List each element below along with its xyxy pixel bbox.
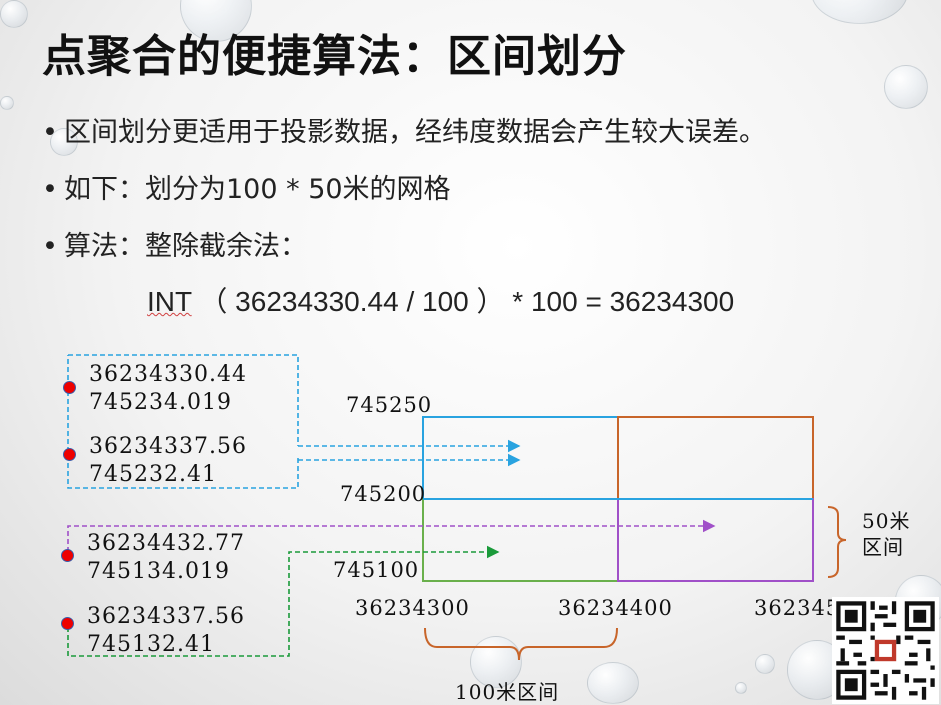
water-bubble-icon [0,96,14,110]
water-bubble-icon [884,65,928,109]
point-label: 36234337.56 745132.41 [87,603,245,659]
purple-dashed-line [67,519,716,560]
point-x: 36234432.77 [87,531,245,556]
point-y: 745132.41 [87,632,215,657]
y-tick-label: 745200 [340,482,427,506]
point-label: 36234337.56 745232.41 [89,433,247,489]
point-x: 36234337.56 [87,604,245,629]
grid-cell-top-left [422,416,619,500]
red-point-icon [61,617,74,630]
grid-cell-top-right [617,416,814,500]
grid-cell-bottom-right [617,498,814,582]
point-label: 36234330.44 745234.019 [89,361,247,417]
green-dashed-line [67,545,500,657]
blue-dashed-box [67,354,299,489]
formula: INT （ 36234330.44 / 100 ） * 100 = 362343… [147,280,734,320]
x-tick-label: 36234300 [355,596,470,620]
water-bubble-icon [587,662,639,704]
right-brace [827,506,847,578]
y-tick-label: 745100 [333,558,420,582]
bullet-dot-icon: • [42,174,58,205]
qr-code-icon [832,597,939,704]
water-bubble-icon [470,636,522,688]
bullet-item: • 区间划分更适用于投影数据，经纬度数据会产生较大误差。 [42,110,766,149]
formula-int: INT [147,286,192,317]
point-y: 745232.41 [89,462,217,487]
x-tick-label: 36234400 [558,596,673,620]
bullet-text: 如下：划分为100 * 50米的网格 [64,174,451,205]
y-tick-label: 745250 [346,393,433,417]
bullet-text: 算法：整除截余法： [64,231,307,262]
formula-expression: （ 36234330.44 / 100 ） * 100 = 36234300 [191,286,735,317]
water-bubble-icon [755,654,775,674]
point-y: 745234.019 [89,390,232,415]
interval-50m-line2: 区间 [862,535,904,559]
bullet-dot-icon: • [42,231,58,262]
bullet-item: • 如下：划分为100 * 50米的网格 [42,167,451,206]
point-y: 745134.019 [87,559,230,584]
bullet-dot-icon: • [42,117,58,148]
red-point-icon [61,549,74,562]
grid-cell-bottom-left [422,498,619,582]
point-label: 36234432.77 745134.019 [87,530,245,586]
water-bubble-icon [0,0,28,28]
interval-100m-label: 100米区间 [455,680,560,704]
point-x: 36234337.56 [89,434,247,459]
bullet-text: 区间划分更适用于投影数据，经纬度数据会产生较大误差。 [64,117,766,148]
water-bubble-icon [735,682,747,694]
bottom-brace [424,627,618,661]
interval-50m-label: 50米 区间 [862,508,910,560]
slide-title: 点聚合的便捷算法：区间划分 [42,31,627,82]
bullet-item: • 算法：整除截余法： [42,224,307,263]
red-point-icon [63,448,76,461]
water-bubble-icon [50,128,78,156]
point-x: 36234330.44 [89,362,247,387]
red-point-icon [63,381,76,394]
interval-50m-line1: 50米 [862,509,911,533]
